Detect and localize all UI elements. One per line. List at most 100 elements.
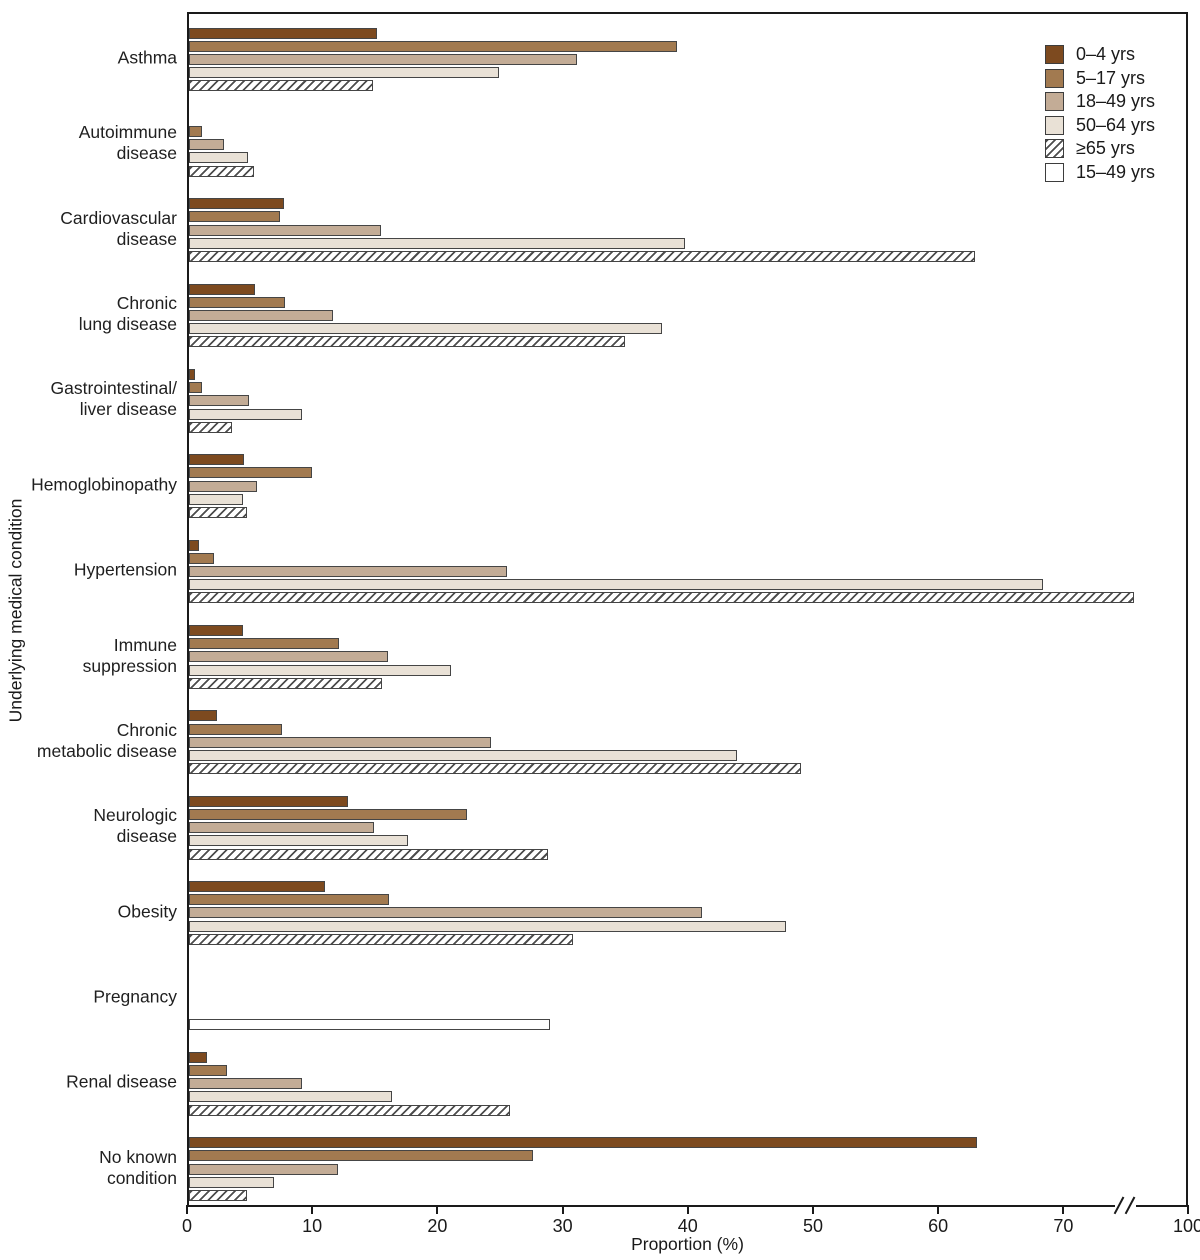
bar-5–17yrs (189, 40, 678, 52)
bar-0–4yrs (189, 539, 200, 551)
category-label: Immune suppression (82, 634, 177, 676)
bar-50–64yrs (189, 1176, 275, 1188)
legend-label: 0–4 yrs (1076, 44, 1136, 64)
bar-0–4yrs (189, 881, 326, 893)
bar-50–64yrs (189, 579, 1043, 591)
x-axis-tick (812, 1205, 814, 1214)
bar-≥65yrs (189, 251, 976, 262)
bar-50–64yrs (189, 67, 500, 79)
bar-50–64yrs (189, 493, 243, 505)
x-axis-tick-label: 10 (302, 1216, 323, 1236)
legend-swatch-solid (1045, 68, 1064, 88)
legend-item: 18–49 yrs (1045, 91, 1156, 111)
category-label: Obesity (117, 901, 177, 922)
axis-break (1115, 1202, 1136, 1209)
x-axis-tick-label: 70 (1053, 1216, 1074, 1236)
bar-50–64yrs (189, 237, 685, 249)
x-axis-tick-label: 0 (181, 1216, 193, 1236)
bar-50–64yrs (189, 749, 738, 761)
bar-≥65yrs (189, 421, 232, 433)
bar-5–17yrs (189, 467, 312, 479)
legend-item: 50–64 yrs (1045, 114, 1156, 135)
bar-18–49yrs (189, 395, 250, 407)
bar-≥65yrs (189, 763, 802, 775)
bar-5–17yrs (189, 808, 467, 820)
x-axis-tick (311, 1205, 314, 1214)
x-axis-tick (1187, 1205, 1189, 1214)
legend-label: 18–49 yrs (1076, 91, 1156, 111)
legend-swatch-solid (1045, 45, 1064, 64)
bar-50–64yrs (189, 323, 663, 335)
x-axis-tick-label: 40 (677, 1216, 698, 1236)
bar-18–49yrs (189, 309, 333, 321)
bar-≥65yrs (189, 677, 382, 689)
bar-≥65yrs (189, 165, 255, 177)
bar-≥65yrs (189, 336, 625, 348)
bar-5–17yrs (189, 211, 281, 223)
legend: 0–4 yrs 5–17 yrs 18–49 yrs 50–64 yrs ≥65 yrs… (1045, 44, 1156, 186)
bar-≥65yrs (189, 1189, 247, 1201)
bar-0–4yrs (189, 1137, 977, 1149)
x-axis-tick (1062, 1205, 1065, 1214)
x-axis-tick-label: 20 (427, 1216, 448, 1236)
bar-0–4yrs (189, 454, 245, 466)
bar-5–17yrs (189, 382, 202, 394)
legend-item: 5–17 yrs (1045, 67, 1155, 88)
x-axis-tick (686, 1205, 689, 1214)
x-axis-tick (436, 1205, 439, 1214)
bar-18–49yrs (189, 480, 257, 492)
bar-≥65yrs (189, 933, 574, 945)
legend-item: 15–49 yrs (1045, 162, 1155, 182)
bar-18–49yrs (189, 651, 389, 663)
x-axis-tick-label: 30 (552, 1216, 573, 1236)
legend-swatch-hatched (1045, 139, 1064, 158)
bar-0–4yrs (189, 368, 196, 380)
category-label: No known condition (99, 1146, 177, 1188)
bar-0–4yrs (189, 710, 217, 722)
bar-0–4yrs (189, 27, 377, 39)
bar-0–4yrs (189, 1051, 207, 1063)
bar-50–64yrs (189, 152, 248, 164)
bar-5–17yrs (189, 1150, 534, 1162)
x-axis-tick (186, 1205, 188, 1214)
legend-swatch-solid (1045, 92, 1064, 111)
plot-area (187, 12, 1188, 1207)
x-axis-tick (561, 1205, 564, 1214)
legend-item: 0–4 yrs (1045, 44, 1155, 64)
bar-0–4yrs (189, 283, 256, 295)
category-label: Neurologic disease (93, 805, 177, 847)
bar-50–64yrs (189, 408, 302, 420)
legend-item: ≥65 yrs (1045, 138, 1155, 158)
category-label: Asthma (117, 47, 177, 68)
bar-≥65yrs (189, 507, 247, 519)
category-label: Pregnancy (93, 986, 177, 1007)
category-label: Gastrointestinal/liver disease (50, 378, 177, 420)
bar-≥65yrs (189, 80, 374, 92)
bar-18–49yrs (189, 53, 578, 65)
legend-swatch-solid (1045, 162, 1064, 182)
legend-label: 5–17 yrs (1076, 67, 1146, 88)
category-label: Renal disease (66, 1071, 177, 1092)
bar-50–64yrs (189, 1091, 392, 1103)
bar-50–64yrs (189, 920, 787, 932)
bar-18–49yrs (189, 907, 703, 919)
legend-label: ≥65 yrs (1076, 138, 1135, 158)
x-axis-tick-label: 50 (802, 1216, 824, 1236)
bar-18–49yrs (189, 566, 507, 578)
x-axis-title: Proportion (%) (631, 1234, 744, 1254)
legend-label: 50–64 yrs (1076, 114, 1156, 135)
category-label: Hypertension (73, 559, 177, 580)
category-label: Hemoglobinopathy (31, 474, 177, 495)
bar-≥65yrs (189, 592, 1135, 604)
bar-5–17yrs (189, 638, 340, 650)
bar-≥65yrs (189, 848, 549, 860)
bar-5–17yrs (189, 552, 215, 564)
bar-5–17yrs (189, 894, 390, 906)
bar-50–64yrs (189, 835, 409, 847)
bar-18–49yrs (189, 1078, 302, 1090)
bar-18–49yrs (189, 1163, 338, 1175)
bar-0–4yrs (189, 795, 348, 807)
bar-15–49yrs (189, 1019, 550, 1031)
bar-50–64yrs (189, 664, 451, 676)
